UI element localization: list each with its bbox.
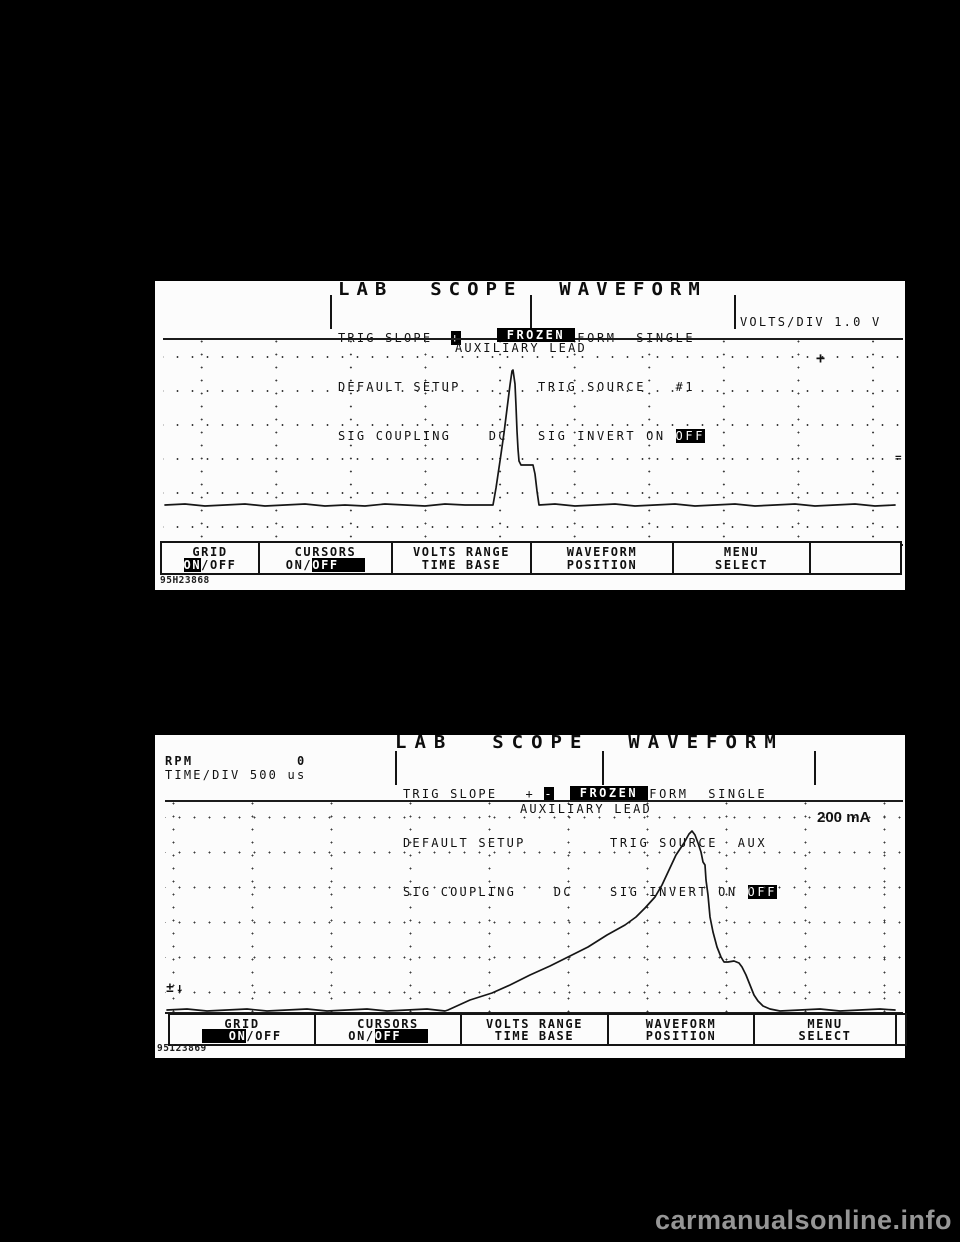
waveform-settings-column: WAVEFORM SINGLE TRIG SOURCE #1 SIG INVER… — [530, 295, 736, 443]
trigger-point-marker: + — [816, 349, 826, 367]
rpm-readout: RPM 0 — [165, 754, 307, 768]
trigger-settings-column: TRIG SLOPE + - DEFAULT SETUP SIG COUPLIN… — [330, 295, 536, 442]
waveform-settings-column: WAVEFORM SINGLE TRIG SOURCE AUX SIG INVE… — [602, 751, 816, 899]
softkey-waveform-position: WAVEFORM POSITION — [532, 543, 674, 573]
softkey-grid: GRID ON/OFF — [170, 1015, 316, 1044]
lab-scope-title: LAB SCOPE WAVEFORM — [395, 732, 784, 753]
softkey-menu-select: MENU SELECT — [674, 543, 811, 573]
softkey-menu: GRID ON/OFF CURSORS ON/OFF VOLTS RANGE T… — [168, 1013, 907, 1046]
scope-screenshot-current: LAB SCOPE WAVEFORM RPM 0 TIME/DIV 500 us… — [155, 732, 907, 1058]
trigger-settings-column: TRIG SLOPE + - DEFAULT SETUP SIG COUPLIN… — [395, 751, 608, 898]
softkey-menu-select: MENU SELECT — [755, 1015, 897, 1044]
softkey-waveform-position: WAVEFORM POSITION — [609, 1015, 755, 1044]
trig-slope-setting: TRIG SLOPE + - — [403, 787, 554, 801]
auxiliary-lead-label: AUXILIARY LEAD — [455, 341, 587, 355]
current-scale-label: 200 mA — [817, 809, 871, 826]
auxiliary-lead-label: AUXILIARY LEAD — [520, 802, 652, 816]
graticule-grid — [163, 338, 903, 546]
lab-scope-title: LAB SCOPE WAVEFORM — [338, 279, 707, 300]
frozen-status-badge: FROZEN — [570, 786, 648, 800]
figure-id: 95I23869 — [157, 1043, 207, 1054]
softkey-volts-range: VOLTS RANGE TIME BASE — [393, 543, 532, 573]
softkey-volts-range: VOLTS RANGE TIME BASE — [462, 1015, 609, 1044]
volts-per-div-readout: VOLTS/DIV 1.0 V — [740, 315, 882, 329]
frozen-status-badge: FROZEN — [497, 328, 575, 342]
signal-level-marker: = — [895, 451, 902, 464]
softkey-grid: GRID ON/OFF — [162, 543, 260, 573]
watermark-text: carmanualsonline.info — [654, 1205, 952, 1235]
softkey-cursors: CURSORS ON/OFF — [260, 543, 393, 573]
graticule-grid — [165, 800, 903, 1014]
time-per-div-readout: TIME/DIV 500 us — [165, 768, 307, 782]
zero-level-marker: ±↓ — [166, 981, 186, 996]
softkey-blank — [897, 1015, 905, 1044]
softkey-cursors: CURSORS ON/OFF — [316, 1015, 462, 1044]
softkey-menu: GRID ON/OFF CURSORS ON/OFF VOLTS RANGE T… — [160, 541, 902, 575]
scope-screenshot-ignition: LAB SCOPE WAVEFORM TRIG SLOPE + - DEFAUL… — [155, 281, 905, 590]
softkey-blank — [811, 543, 900, 573]
figure-id: 95H23868 — [160, 575, 210, 586]
